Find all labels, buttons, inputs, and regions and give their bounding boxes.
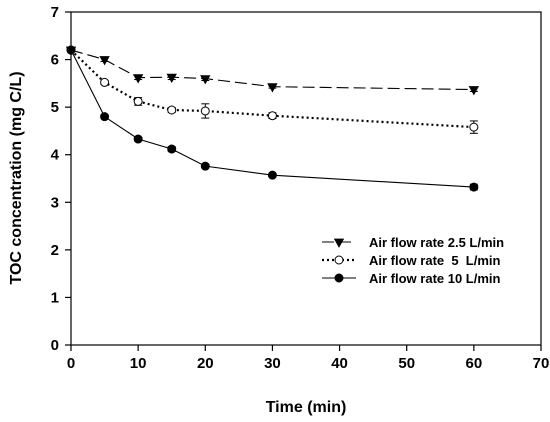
data-point (468, 86, 480, 96)
series-1 (65, 46, 480, 96)
y-tick-label: 2 (51, 242, 59, 259)
x-axis-title: Time (min) (266, 399, 347, 416)
y-tick-label: 5 (51, 99, 59, 116)
data-point (166, 73, 177, 83)
y-tick-label: 4 (51, 147, 60, 164)
y-tick-label: 0 (51, 337, 59, 354)
y-tick-label: 7 (51, 4, 59, 21)
data-point (133, 96, 143, 106)
data-point (167, 105, 177, 115)
y-tick-label: 1 (51, 289, 59, 306)
data-point (200, 106, 210, 116)
x-tick-label: 70 (533, 355, 550, 372)
x-tick-label: 0 (67, 355, 75, 372)
series-layer (65, 45, 480, 192)
data-point (132, 74, 144, 84)
data-point (99, 56, 110, 66)
legend-label: Air flow rate 5 L/min (369, 253, 501, 268)
data-point (334, 255, 344, 265)
data-point (133, 134, 143, 144)
plot-frame (70, 11, 542, 346)
x-tick-label: 30 (264, 355, 281, 372)
x-tick-label: 40 (331, 355, 348, 372)
legend-label: Air flow rate 2.5 L/min (369, 235, 504, 250)
series-3 (66, 45, 479, 192)
x-tick-label: 50 (398, 355, 415, 372)
x-tick-label: 20 (197, 355, 214, 372)
data-point (267, 111, 277, 121)
data-point (333, 238, 345, 248)
legend-label: Air flow rate 10 L/min (369, 271, 501, 286)
x-tick-label: 10 (130, 355, 147, 372)
data-point (469, 122, 479, 132)
data-point (100, 77, 110, 87)
data-point (334, 273, 344, 283)
y-tick-label: 6 (51, 52, 59, 69)
axes: 0 10 20 30 40 50 60 70 0 1 2 3 4 5 6 7 (51, 4, 550, 372)
data-point (267, 170, 277, 180)
legend: Air flow rate 2.5 L/min Air flow rate 5 L… (322, 235, 504, 286)
data-point (167, 144, 177, 154)
data-point (66, 45, 76, 55)
x-tick-label: 60 (466, 355, 483, 372)
data-point (100, 112, 110, 122)
data-point (267, 83, 278, 93)
data-point (469, 182, 479, 192)
y-tick-label: 3 (51, 194, 59, 211)
data-point (200, 75, 211, 85)
y-axis-title: TOC concentration (mg C/L) (8, 71, 25, 284)
data-point (200, 161, 210, 171)
